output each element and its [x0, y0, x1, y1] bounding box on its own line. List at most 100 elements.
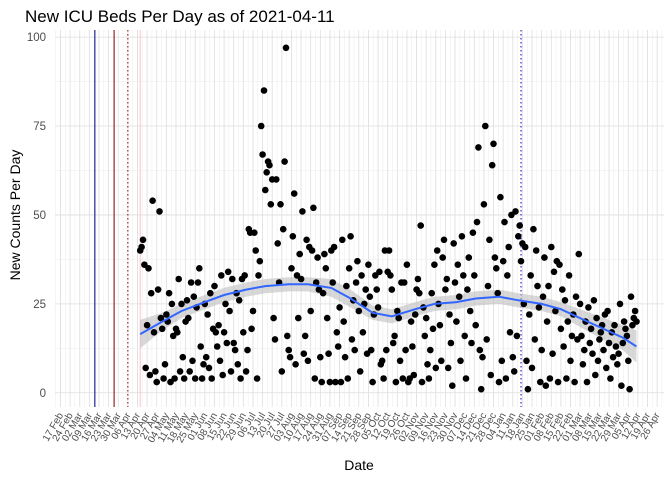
data-point: [482, 122, 489, 130]
data-point: [312, 279, 320, 286]
data-point: [523, 357, 530, 365]
data-point: [528, 364, 536, 372]
data-point: [307, 307, 315, 315]
data-point: [554, 378, 562, 386]
data-point: [277, 201, 284, 208]
data-point: [385, 247, 393, 254]
data-point: [317, 353, 324, 361]
data-point: [389, 339, 397, 347]
data-point: [339, 236, 346, 244]
data-point: [552, 307, 559, 315]
data-point: [241, 272, 248, 279]
data-point: [586, 339, 594, 347]
data-point: [625, 357, 632, 365]
data-point: [560, 343, 567, 350]
y-tick-label: 100: [27, 32, 46, 44]
data-point: [139, 236, 147, 244]
data-point: [383, 346, 390, 354]
data-point: [425, 375, 433, 382]
data-point: [286, 353, 294, 361]
data-point: [174, 329, 181, 336]
data-point: [597, 329, 605, 336]
data-point: [257, 122, 265, 130]
data-point: [220, 329, 228, 336]
data-point: [409, 343, 416, 350]
data-point: [356, 368, 364, 375]
data-point: [248, 325, 255, 333]
data-point: [438, 357, 445, 365]
data-point: [314, 254, 321, 261]
data-point: [504, 272, 511, 279]
data-point: [468, 339, 475, 347]
data-point: [590, 297, 598, 304]
data-point: [538, 346, 545, 354]
data-point: [578, 332, 585, 340]
data-point: [432, 364, 440, 372]
data-point: [461, 332, 469, 340]
data-point: [530, 225, 537, 233]
data-point: [249, 307, 257, 315]
data-point: [362, 286, 370, 293]
data-point: [143, 321, 151, 329]
data-point: [213, 343, 221, 350]
data-point: [299, 208, 306, 215]
data-point: [605, 339, 613, 347]
data-point: [436, 321, 444, 329]
data-point: [224, 268, 232, 276]
data-point: [255, 272, 262, 279]
data-point: [256, 257, 264, 265]
data-point: [194, 279, 202, 286]
data-point: [622, 325, 629, 333]
data-point: [292, 361, 299, 368]
data-point: [517, 257, 525, 265]
data-point: [156, 208, 163, 215]
data-point: [347, 233, 354, 240]
data-point: [189, 357, 196, 365]
data-point: [147, 289, 155, 297]
data-point: [157, 314, 165, 322]
data-point: [477, 385, 485, 393]
data-point: [611, 321, 618, 329]
data-point: [465, 254, 473, 261]
data-point: [583, 378, 591, 386]
data-point: [537, 378, 544, 386]
x-axis-title: Date: [344, 457, 374, 473]
data-point: [535, 304, 543, 311]
y-tick-label: 25: [33, 299, 46, 311]
data-point: [186, 368, 193, 375]
data-point: [285, 346, 293, 354]
data-point: [153, 378, 160, 386]
data-point: [431, 261, 438, 269]
data-point: [303, 236, 310, 244]
data-point: [410, 371, 418, 379]
data-point: [455, 293, 463, 301]
data-point: [433, 247, 441, 254]
data-point: [226, 307, 233, 315]
data-point: [284, 332, 291, 340]
data-point: [575, 250, 583, 258]
data-point: [596, 336, 603, 343]
data-point: [142, 364, 149, 372]
data-point: [488, 161, 496, 169]
data-point: [230, 339, 237, 347]
data-point: [418, 378, 426, 386]
data-point: [464, 286, 471, 293]
data-point: [198, 375, 206, 382]
data-point: [469, 229, 477, 236]
data-point: [146, 371, 154, 379]
data-point: [332, 378, 339, 386]
data-point: [593, 314, 600, 322]
data-point: [428, 289, 436, 297]
data-point: [443, 275, 451, 283]
data-point: [358, 272, 365, 279]
data-point: [402, 346, 409, 354]
y-axis-ticks: 0 25 50 75 100: [27, 32, 46, 400]
data-point: [615, 350, 622, 358]
data-point: [502, 375, 510, 382]
data-point: [620, 318, 628, 325]
data-point: [340, 318, 348, 325]
data-point: [365, 261, 372, 269]
data-point: [278, 368, 286, 375]
